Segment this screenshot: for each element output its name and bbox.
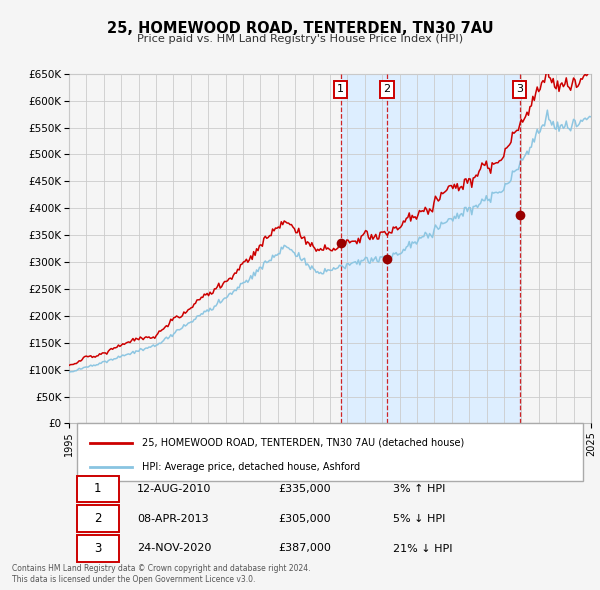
Text: 2: 2 xyxy=(94,512,101,525)
Text: 3% ↑ HPI: 3% ↑ HPI xyxy=(392,484,445,494)
Text: £305,000: £305,000 xyxy=(278,514,331,524)
Text: 1: 1 xyxy=(94,483,101,496)
Text: 2: 2 xyxy=(383,84,391,94)
Text: 1: 1 xyxy=(337,84,344,94)
Text: 3: 3 xyxy=(94,542,101,555)
Text: 25, HOMEWOOD ROAD, TENTERDEN, TN30 7AU (detached house): 25, HOMEWOOD ROAD, TENTERDEN, TN30 7AU (… xyxy=(142,438,464,448)
Text: 24-NOV-2020: 24-NOV-2020 xyxy=(137,543,211,553)
Text: 3: 3 xyxy=(516,84,523,94)
Text: £387,000: £387,000 xyxy=(278,543,331,553)
FancyBboxPatch shape xyxy=(77,476,119,502)
FancyBboxPatch shape xyxy=(77,505,119,532)
Text: HPI: Average price, detached house, Ashford: HPI: Average price, detached house, Ashf… xyxy=(142,461,360,471)
Text: This data is licensed under the Open Government Licence v3.0.: This data is licensed under the Open Gov… xyxy=(12,575,256,584)
Text: 5% ↓ HPI: 5% ↓ HPI xyxy=(392,514,445,524)
Text: Contains HM Land Registry data © Crown copyright and database right 2024.: Contains HM Land Registry data © Crown c… xyxy=(12,565,311,573)
Text: Price paid vs. HM Land Registry's House Price Index (HPI): Price paid vs. HM Land Registry's House … xyxy=(137,34,463,44)
FancyBboxPatch shape xyxy=(77,535,119,562)
FancyBboxPatch shape xyxy=(77,422,583,481)
Bar xyxy=(341,74,520,424)
Text: 12-AUG-2010: 12-AUG-2010 xyxy=(137,484,211,494)
Text: £335,000: £335,000 xyxy=(278,484,331,494)
Text: 21% ↓ HPI: 21% ↓ HPI xyxy=(392,543,452,553)
Text: 08-APR-2013: 08-APR-2013 xyxy=(137,514,208,524)
Text: 25, HOMEWOOD ROAD, TENTERDEN, TN30 7AU: 25, HOMEWOOD ROAD, TENTERDEN, TN30 7AU xyxy=(107,21,493,35)
